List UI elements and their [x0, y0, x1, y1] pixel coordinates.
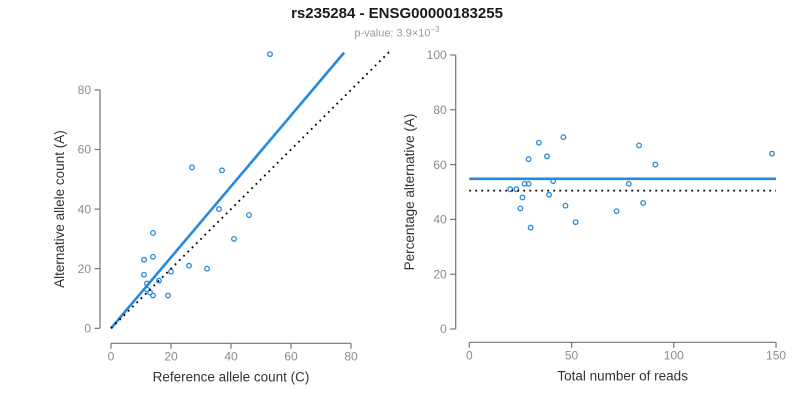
left-y-tick-label: 80	[78, 83, 92, 97]
right-data-point	[525, 156, 532, 163]
left-data-point	[165, 292, 171, 299]
right-y-tick-label: 60	[433, 158, 447, 172]
left-data-point	[150, 229, 156, 236]
right-data-point	[613, 208, 620, 215]
right-y-tick-label: 80	[433, 103, 447, 117]
right-data-point	[769, 150, 775, 157]
left-data-point	[168, 268, 174, 275]
right-data-point	[572, 219, 579, 226]
right-data-point	[640, 200, 647, 206]
right-x-tick-label: 50	[565, 348, 579, 362]
right-y-tick-label: 20	[433, 267, 447, 281]
left-data-point	[150, 292, 156, 299]
left-y-tick-label: 0	[84, 322, 91, 336]
right-data-point	[535, 139, 542, 146]
right-data-point	[652, 161, 659, 168]
left-data-point	[204, 265, 210, 272]
right-data-point	[527, 224, 534, 231]
left-data-point	[189, 164, 195, 171]
plot-subtitle: p-value: 3.9×10−3	[0, 25, 794, 40]
left-y-tick-label: 20	[78, 262, 92, 276]
left-x-axis-label: Reference allele count (C)	[153, 369, 310, 384]
left-x-tick-label: 0	[108, 349, 115, 363]
left-data-point	[246, 212, 252, 219]
left-data-point	[150, 253, 156, 260]
left-x-tick-label: 80	[344, 349, 358, 363]
left-identity-y-equals-x-line	[110, 50, 391, 329]
right-y-tick-label: 0	[440, 322, 447, 336]
right-data-point	[636, 142, 642, 149]
left-data-point	[156, 277, 162, 284]
left-y-tick-label: 60	[78, 143, 92, 157]
left-y-tick-label: 40	[78, 202, 92, 216]
left-data-point	[216, 206, 222, 213]
left-x-tick-label: 60	[284, 349, 298, 363]
plot-title: rs235284 - ENSG00000183255	[291, 5, 503, 22]
right-y-tick-label: 100	[427, 48, 447, 62]
right-data-point	[517, 205, 524, 212]
right-data-point	[562, 202, 569, 209]
right-data-point	[560, 134, 567, 141]
right-y-tick-label: 40	[433, 213, 447, 227]
right-y-axis-label: Percentage alternative (A)	[402, 114, 417, 271]
right-x-tick-label: 150	[766, 348, 786, 362]
left-data-point	[267, 51, 273, 58]
right-data-point	[625, 180, 632, 187]
left-data-point	[141, 256, 147, 263]
right-x-tick-label: 0	[466, 348, 473, 362]
right-data-point	[544, 153, 550, 160]
right-data-point	[507, 186, 514, 193]
left-y-axis-label: Alternative allele count (A)	[52, 130, 67, 288]
left-data-point	[219, 167, 225, 174]
left-data-point	[231, 235, 237, 242]
left-fitted-allelic-ratio-line	[110, 51, 346, 330]
right-data-point	[525, 180, 532, 187]
pvalue-exponent: −3	[430, 25, 440, 34]
left-x-tick-label: 20	[164, 349, 178, 363]
left-data-point	[141, 271, 147, 278]
left-data-point	[186, 262, 192, 269]
right-data-point	[546, 191, 553, 198]
right-x-tick-label: 100	[664, 348, 684, 362]
pvalue-text: p-value: 3.9×10	[354, 27, 431, 40]
right-data-point	[519, 194, 526, 201]
right-x-axis-label: Total number of reads	[557, 368, 688, 383]
left-x-tick-label: 40	[224, 349, 238, 363]
right-data-point	[513, 186, 520, 193]
